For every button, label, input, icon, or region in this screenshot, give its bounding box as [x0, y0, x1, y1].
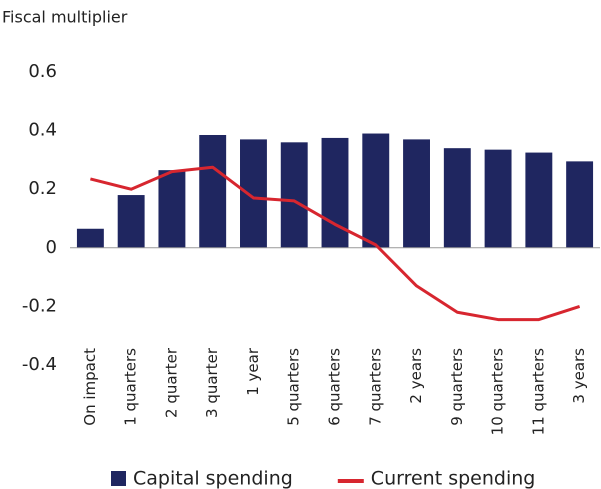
- bar: [280, 142, 308, 248]
- x-tick-label: 6 quarters: [326, 348, 344, 426]
- y-tick-label: -0.2: [22, 295, 57, 316]
- bar: [321, 137, 349, 248]
- x-tick-label: 5 quarters: [285, 348, 303, 426]
- x-tick-label: 7 quarters: [366, 348, 384, 426]
- bar: [117, 195, 145, 248]
- legend-swatch: [111, 471, 126, 486]
- bar: [240, 139, 267, 248]
- line: [90, 165, 581, 322]
- bar: [362, 133, 390, 248]
- y-axis-label: Fiscal multiplier: [2, 8, 128, 27]
- x-tick-label: 1 quarters: [122, 348, 140, 426]
- y-tick-label: 0.4: [28, 120, 57, 141]
- bar: [525, 152, 553, 248]
- x-tick-label: On impact: [81, 348, 99, 426]
- bar: [199, 134, 227, 248]
- x-tick-label: 9 quarters: [448, 348, 466, 426]
- y-tick-label: 0.2: [28, 178, 57, 199]
- y-tick-label: -0.4: [22, 354, 57, 375]
- x-tick-label: 3 years: [570, 348, 588, 404]
- x-tick-label: 2 quarter: [162, 347, 180, 418]
- legend-label: Current spending: [371, 468, 536, 489]
- y-tick-label: 0.6: [28, 61, 57, 82]
- bar: [443, 148, 471, 248]
- x-tick-label: 2 years: [407, 348, 425, 404]
- x-tick-label: 3 quarter: [203, 347, 221, 418]
- x-tick-label: 1 year: [244, 347, 262, 396]
- y-tick-label: 0: [46, 237, 57, 258]
- bar: [76, 228, 104, 248]
- bar: [158, 170, 186, 248]
- legend-label: Capital spending: [133, 468, 293, 489]
- x-tick-label: 11 quarters: [529, 348, 547, 436]
- bar: [566, 161, 594, 248]
- bar: [403, 139, 430, 248]
- x-tick-label: 10 quarters: [489, 348, 507, 436]
- bar: [484, 149, 512, 248]
